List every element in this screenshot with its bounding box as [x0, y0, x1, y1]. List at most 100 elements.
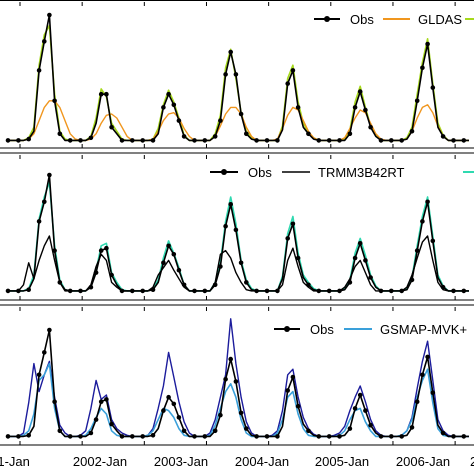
obs-point — [254, 138, 259, 143]
obs-point — [326, 138, 332, 143]
obs-point — [425, 354, 430, 360]
obs-point — [409, 128, 415, 134]
obs-point — [192, 288, 197, 294]
obs-point — [368, 275, 373, 280]
obs-point — [264, 434, 270, 439]
obs-point — [233, 227, 239, 233]
obs-point — [238, 111, 244, 117]
obs-point — [430, 85, 436, 90]
obs-point — [228, 202, 233, 207]
obs-point — [98, 91, 104, 97]
obs-point — [238, 410, 244, 416]
obs-point — [36, 372, 42, 378]
obs-point — [414, 248, 420, 253]
obs-point — [57, 428, 63, 434]
obs-point — [202, 434, 208, 439]
obs-point — [67, 138, 73, 143]
obs-point — [285, 388, 291, 393]
x-tick-labels: 01-Jan 2002-Jan 2003-Jan 2004-Jan 2005-Jan 20… — [0, 454, 474, 469]
obs-point — [16, 288, 21, 294]
obs-point — [285, 81, 291, 86]
obs-point — [228, 49, 233, 55]
obs-point — [389, 138, 394, 143]
obs-point — [119, 138, 125, 143]
obs-point — [166, 394, 171, 400]
obs-point — [440, 134, 446, 139]
obs-point — [352, 406, 358, 411]
legend-trmm-label: TRMM3B42RT — [318, 165, 405, 180]
obs-point — [399, 434, 405, 439]
obs-point — [420, 65, 425, 71]
obs-point — [326, 434, 332, 439]
obs-point — [357, 241, 363, 246]
obs-point — [5, 288, 11, 294]
legend-obs-label: Obs — [248, 165, 272, 180]
obs-point — [130, 138, 135, 143]
obs-point — [150, 138, 156, 143]
x-tick-label: 2002-Jan — [73, 454, 127, 469]
obs-point — [171, 401, 177, 407]
obs-point — [52, 399, 57, 405]
obs-point — [88, 430, 94, 436]
obs-point — [451, 434, 456, 439]
legend-obs-marker — [284, 326, 290, 332]
obs-point — [347, 280, 353, 285]
obs-point — [57, 280, 63, 285]
obs-point — [93, 270, 99, 275]
obs-point — [5, 138, 11, 143]
obs-point — [316, 138, 322, 143]
obs-point — [264, 288, 270, 294]
obs-point — [119, 288, 125, 294]
obs-point — [47, 327, 52, 333]
obs-point — [290, 221, 296, 227]
legend-gsmap: Obs GSMAP-MVK+ — [274, 322, 467, 337]
obs-point — [451, 288, 456, 294]
obs-point — [42, 199, 47, 205]
obs-point — [192, 434, 197, 439]
obs-point — [181, 134, 187, 139]
obs-point — [233, 72, 239, 77]
obs-point — [430, 238, 436, 244]
panel-gsmap: Obs GSMAP-MVK+ — [0, 304, 474, 446]
obs-point — [228, 356, 233, 362]
obs-point — [181, 282, 187, 288]
obs-point — [176, 118, 182, 123]
obs-point — [389, 288, 394, 294]
obs-point — [140, 138, 145, 143]
obs-point — [295, 105, 301, 110]
obs-point — [16, 138, 21, 143]
series-line-obs — [8, 174, 469, 292]
obs-point — [42, 39, 47, 44]
obs-point — [244, 426, 249, 431]
obs-point — [461, 288, 467, 294]
x-tick-label: 20 — [470, 454, 474, 469]
obs-point — [109, 124, 114, 130]
obs-point — [368, 124, 373, 130]
obs-point — [440, 430, 446, 436]
obs-point — [357, 89, 363, 94]
obs-point — [275, 434, 280, 439]
obs-point — [181, 428, 187, 434]
obs-point — [98, 248, 104, 253]
obs-point — [161, 260, 166, 266]
obs-point — [363, 408, 368, 413]
obs-point — [378, 434, 384, 439]
obs-point — [420, 372, 425, 378]
obs-point — [461, 138, 467, 143]
obs-point — [238, 260, 244, 266]
obs-point — [337, 288, 342, 294]
obs-point — [306, 428, 311, 434]
obs-point — [218, 412, 223, 418]
obs-point — [16, 434, 21, 439]
legend-obs-label: Obs — [350, 12, 374, 27]
obs-point — [78, 138, 83, 143]
obs-point — [78, 288, 83, 294]
obs-point — [378, 288, 384, 294]
obs-point — [347, 426, 353, 431]
obs-point — [337, 434, 342, 439]
obs-point — [430, 390, 436, 396]
obs-point — [176, 267, 182, 273]
obs-point — [93, 417, 99, 422]
obs-point — [212, 282, 218, 288]
